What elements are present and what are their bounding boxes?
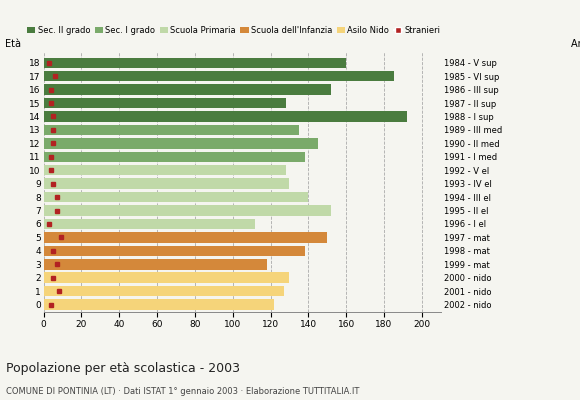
Text: COMUNE DI PONTINIA (LT) · Dati ISTAT 1° gennaio 2003 · Elaborazione TUTTITALIA.I: COMUNE DI PONTINIA (LT) · Dati ISTAT 1° … <box>6 387 359 396</box>
Bar <box>44 178 289 189</box>
Bar <box>44 192 309 202</box>
Bar <box>44 98 286 108</box>
Bar <box>44 246 304 256</box>
Bar <box>44 71 393 82</box>
Bar <box>44 232 327 243</box>
Bar <box>44 125 299 135</box>
Bar <box>44 259 267 270</box>
Text: Anno di nascita: Anno di nascita <box>571 39 580 49</box>
Bar <box>44 84 331 95</box>
Bar <box>44 286 284 296</box>
Bar <box>44 299 274 310</box>
Bar <box>44 152 304 162</box>
Bar <box>44 138 318 149</box>
Text: Età: Età <box>5 39 21 49</box>
Text: Popolazione per età scolastica - 2003: Popolazione per età scolastica - 2003 <box>6 362 240 375</box>
Bar <box>44 165 286 176</box>
Bar <box>44 205 331 216</box>
Bar <box>44 272 289 283</box>
Bar <box>44 111 407 122</box>
Bar <box>44 219 255 229</box>
Legend: Sec. II grado, Sec. I grado, Scuola Primaria, Scuola dell'Infanzia, Asilo Nido, : Sec. II grado, Sec. I grado, Scuola Prim… <box>24 22 444 38</box>
Bar <box>44 58 346 68</box>
